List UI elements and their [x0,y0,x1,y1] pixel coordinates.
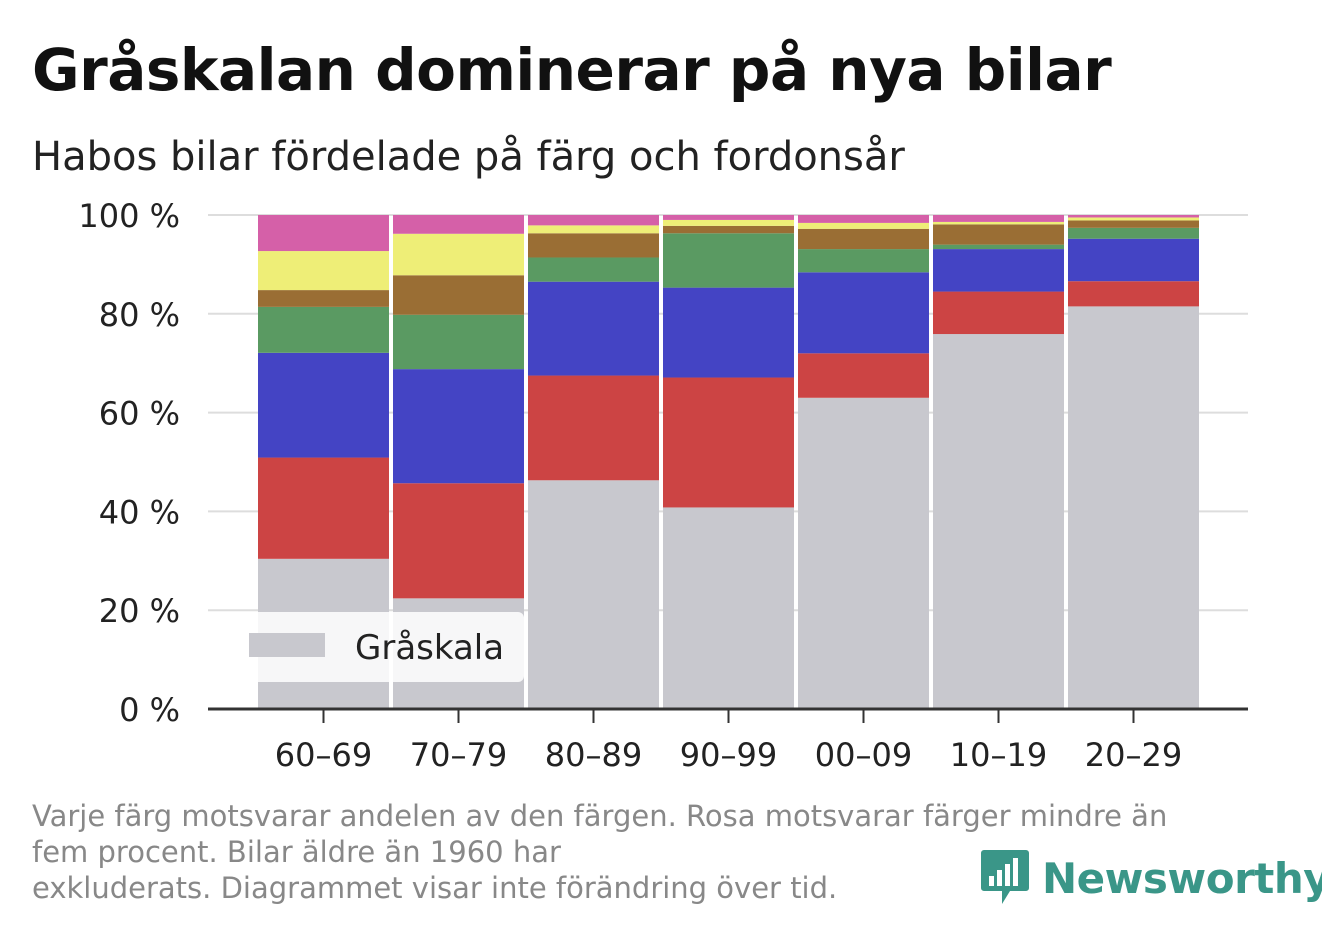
x-tick-label: 60–69 [275,736,372,774]
bar-segment [528,480,659,709]
bar-segment [528,375,659,481]
bar-segment [798,397,929,709]
bar-segment [528,233,659,258]
newsworthy-icon [981,850,1029,904]
brand-name: Newsworthy [1042,853,1322,903]
y-tick-label: 80 % [99,296,180,334]
bar-segment [258,306,389,353]
bar-segment [528,225,659,234]
x-tick-label: 90–99 [680,736,777,774]
bar-segment [528,257,659,282]
bar-segment [393,314,524,370]
bar-segment [663,507,794,709]
bar-segment [258,215,389,252]
footnote-line-1: Varje färg motsvarar andelen av den färg… [32,799,1168,833]
bar-segment [393,233,524,276]
bar-segment [933,244,1064,250]
bar-segment [1068,238,1199,282]
bar-segment [933,291,1064,335]
bar-segment [798,249,929,273]
y-tick-label: 40 % [99,493,180,531]
brand-logo: Newsworthy [980,848,1322,908]
bar-segment [1068,306,1199,709]
bar-segment [1068,220,1199,228]
bar-segment [933,215,1064,222]
bar-segment [393,215,524,234]
bar-segment [258,457,389,559]
bar-segment [1068,217,1199,221]
bar-segment [1068,281,1199,307]
bar-segment [258,352,389,458]
legend-box [220,612,524,682]
bar-segment [528,215,659,226]
legend-label-graskala: Gråskala [355,628,504,668]
legend-swatch-graskala [249,633,325,657]
legend: Gråskala [220,612,524,682]
footnote-line-2: fem procent. Bilar äldre än 1960 har [32,835,561,869]
chart-subtitle: Habos bilar fördelade på färg och fordon… [32,134,905,180]
bar-segment [1068,215,1199,218]
x-tick-label: 10–19 [950,736,1047,774]
bar-segment [798,215,929,223]
y-tick-label: 20 % [99,592,180,630]
bar-segment [933,221,1064,225]
bar-segment [393,275,524,315]
y-tick-label: 0 % [119,691,180,729]
bar-segment [393,369,524,484]
bar-segment [258,251,389,291]
bar-segment [663,287,794,378]
bar-segment [798,353,929,398]
bar-segment [933,249,1064,292]
footnote: Varje färg motsvarar andelen av den färg… [32,798,1272,906]
bar-segment [933,224,1064,245]
bar-segment [663,219,794,226]
x-tick-label: 80–89 [545,736,642,774]
bar-segment [393,483,524,599]
bar-segment [798,272,929,354]
bar-segment [933,334,1064,709]
x-tick-label: 20–29 [1085,736,1182,774]
bar-segment [663,233,794,288]
bar-segment [663,225,794,234]
bar-segment [663,377,794,508]
x-tick-label: 00–09 [815,736,912,774]
y-tick-label: 100 % [78,197,180,235]
bar-segment [528,281,659,376]
bar-segment [663,215,794,220]
bar-segment [258,290,389,307]
footnote-line-3: exkluderats. Diagrammet visar inte förän… [32,871,838,905]
chart-title: Gråskalan dominerar på nya bilar [32,36,1112,104]
y-tick-label: 60 % [99,395,180,433]
axes: 0 % 20 % 40 % 60 % 80 % 100 % 60–69 70–79 80–89 9… [78,197,1248,774]
bar-segment [1068,227,1199,239]
x-tick-label: 70–79 [410,736,507,774]
bar-segment [798,222,929,229]
bar-segment [798,228,929,250]
